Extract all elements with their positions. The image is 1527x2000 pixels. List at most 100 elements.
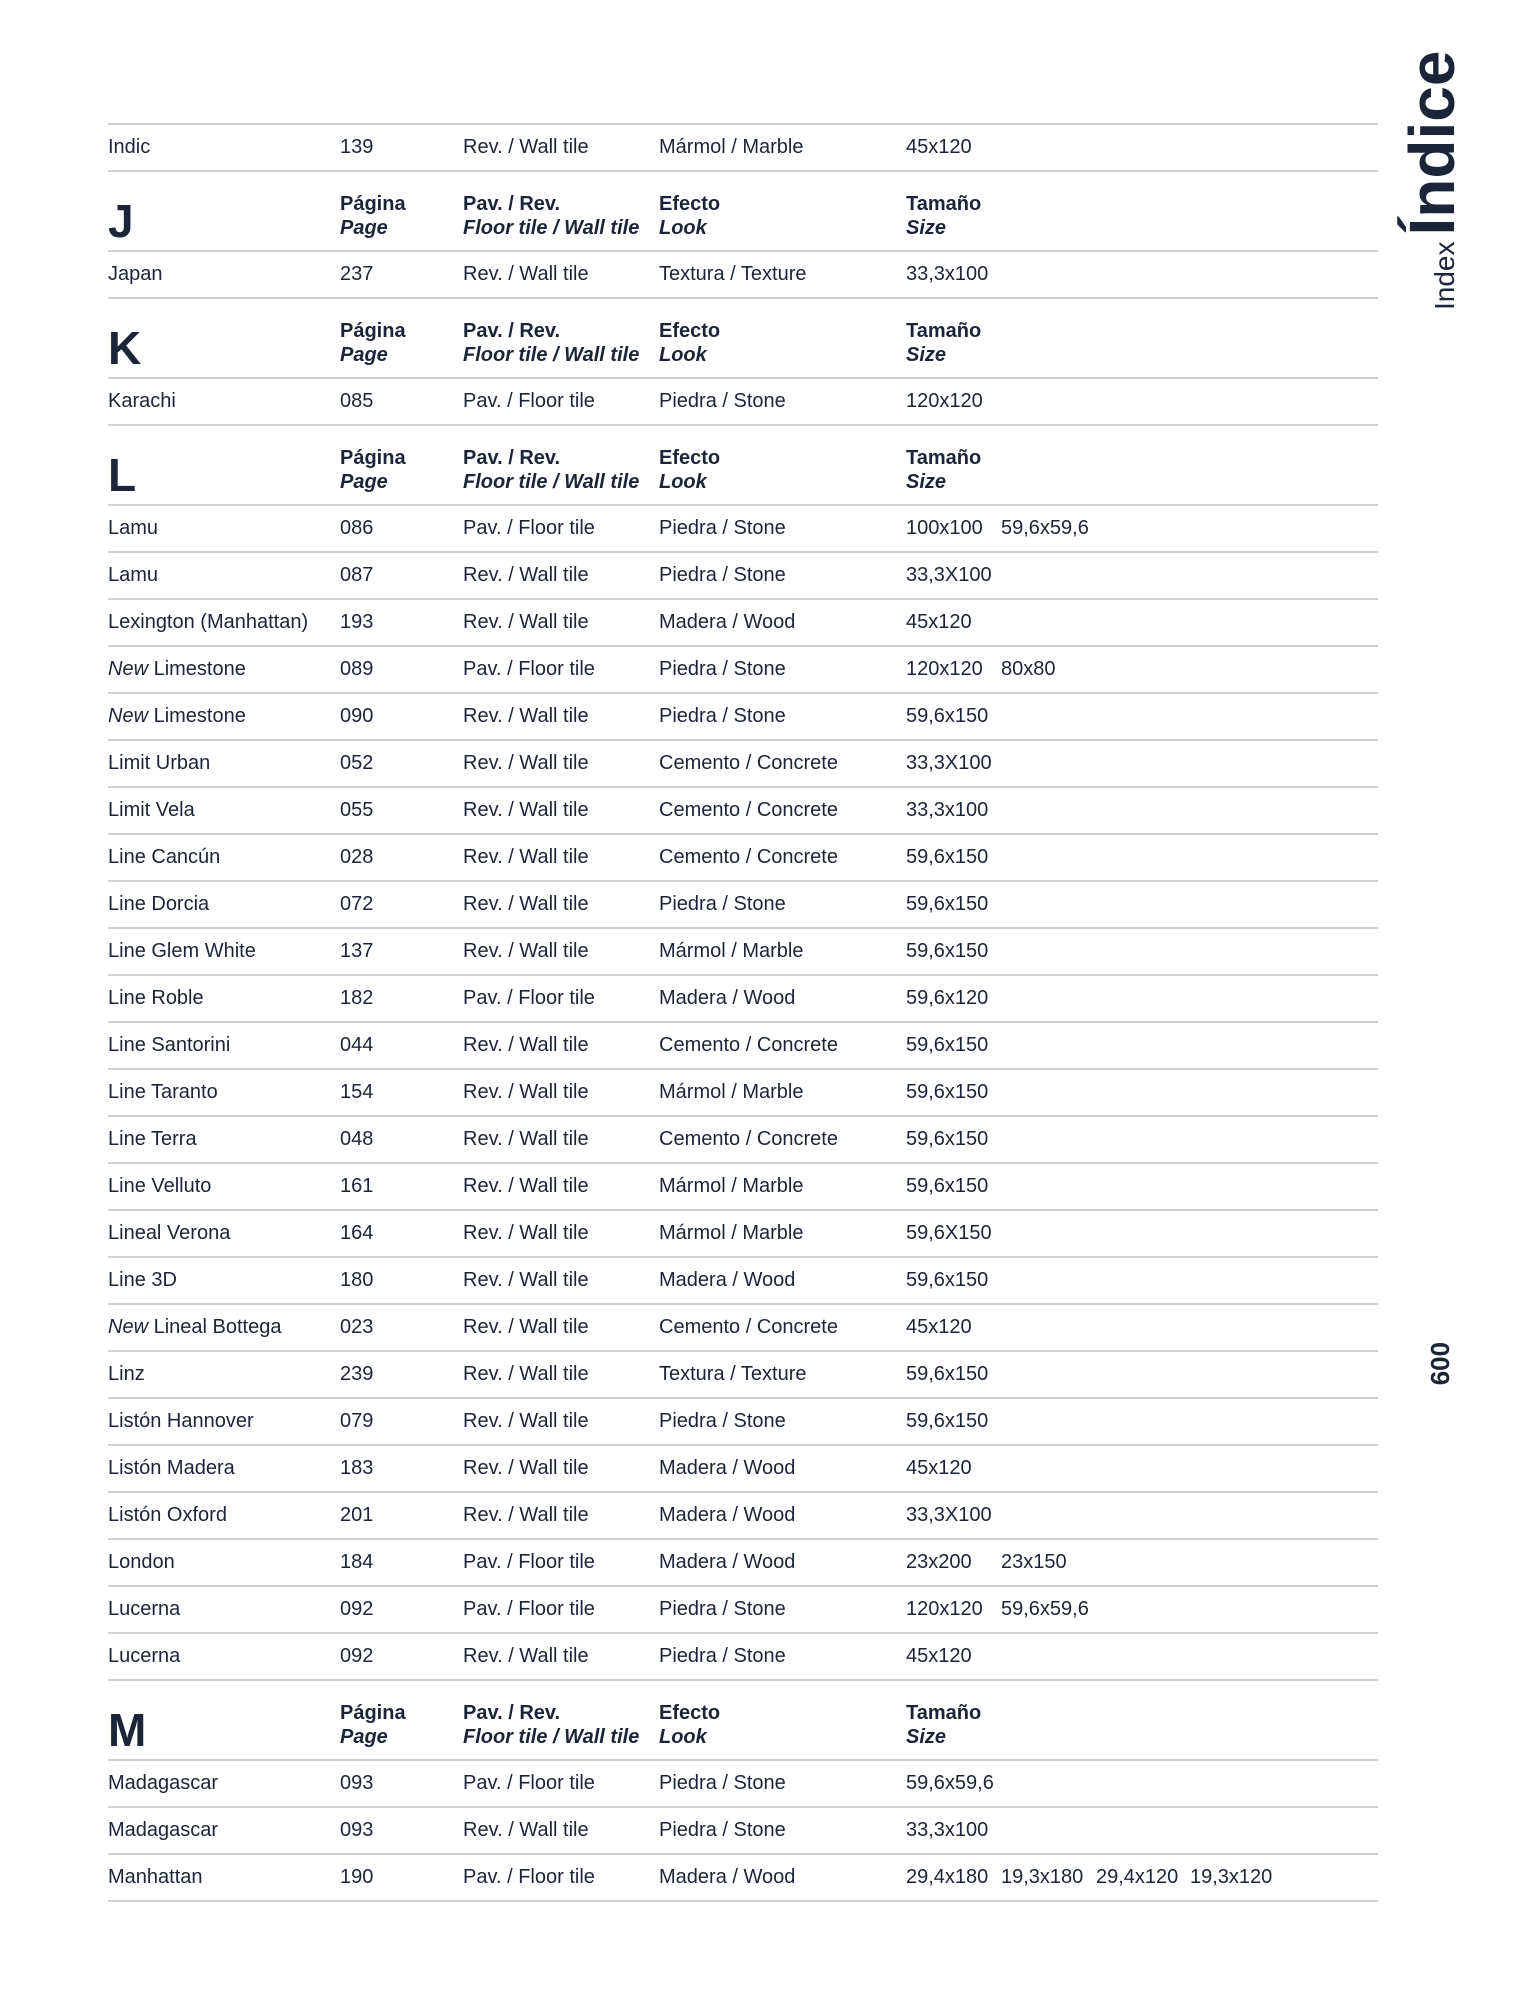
product-name: Listón Oxford [108, 1504, 227, 1526]
column-header-look-en: Look [659, 1726, 707, 1748]
column-header-page-en: Page [340, 344, 388, 366]
page-cell: 079 [340, 1410, 374, 1432]
tile-type-cell: Rev. / Wall tile [463, 1819, 589, 1841]
look-cell: Piedra / Stone [659, 658, 786, 680]
product-name: Lexington (Manhattan) [108, 611, 309, 633]
column-header-page-en: Page [340, 471, 388, 493]
product-name: Listón Madera [108, 1457, 235, 1479]
table-row: London 184 Pav. / Floor tile Madera / Wood 2… [108, 1540, 1378, 1587]
product-name: New Lineal Bottega [108, 1316, 282, 1338]
size-cell: 59,6x150 [906, 705, 989, 727]
look-cell: Mármol / Marble [659, 1175, 804, 1197]
product-name: Line Velluto [108, 1175, 212, 1197]
page-cell: 092 [340, 1598, 374, 1620]
column-header-size: Tamaño Size [906, 320, 982, 366]
look-cell: Cemento / Concrete [659, 846, 838, 868]
page-cell: 184 [340, 1551, 374, 1573]
table-row: Indic 139 Rev. / Wall tile Mármol / Marble 4… [108, 125, 1378, 172]
look-cell: Piedra / Stone [659, 1819, 786, 1841]
size-cell: 59,6x150 [906, 893, 989, 915]
table-row: Line Santorini 044 Rev. / Wall tile Cemento… [108, 1023, 1378, 1070]
size-cell: 59,6x150 [906, 1363, 989, 1385]
product-name: Line Glem White [108, 940, 256, 962]
product-name: Line 3D [108, 1269, 177, 1291]
column-header-look: Efecto Look [659, 193, 721, 239]
page-cell: 239 [340, 1363, 374, 1385]
size-cell: 59,6x150 [906, 1128, 989, 1150]
page-cell: 055 [340, 799, 374, 821]
product-name: London [108, 1551, 175, 1573]
tile-type-cell: Pav. / Floor tile [463, 390, 595, 412]
table-row: New Limestone 089 Pav. / Floor tile Piedra … [108, 647, 1378, 694]
size-cell: 59,6x150 [906, 846, 989, 868]
page-cell: 164 [340, 1222, 374, 1244]
new-label: New [108, 658, 149, 680]
page-cell: 137 [340, 940, 374, 962]
tile-type-cell: Rev. / Wall tile [463, 611, 589, 633]
section-header: J Página Page Pav. / Rev. Floor tile / Wall … [108, 172, 1378, 252]
tile-type-cell: Rev. / Wall tile [463, 1222, 589, 1244]
look-cell: Mármol / Marble [659, 1222, 804, 1244]
page-cell: 193 [340, 611, 374, 633]
size-cell: 33,3X100 [906, 752, 992, 774]
table-row: Linz 239 Rev. / Wall tile Textura / Texture… [108, 1352, 1378, 1399]
table-row: Lucerna 092 Rev. / Wall tile Piedra / Stone… [108, 1634, 1378, 1681]
section-letter: M [108, 1704, 147, 1756]
product-name: Line Santorini [108, 1034, 231, 1056]
table-row: Karachi 085 Pav. / Floor tile Piedra / Ston… [108, 379, 1378, 426]
table-row: Japan 237 Rev. / Wall tile Textura / Textur… [108, 252, 1378, 299]
page-cell: 086 [340, 517, 374, 539]
page-cell: 089 [340, 658, 374, 680]
tile-type-cell: Rev. / Wall tile [463, 1363, 589, 1385]
page-cell: 087 [340, 564, 374, 586]
page-cell: 072 [340, 893, 374, 915]
column-header-size-en: Size [906, 471, 947, 493]
section-header: K Página Page Pav. / Rev. Floor tile / Wall … [108, 299, 1378, 379]
look-cell: Piedra / Stone [659, 564, 786, 586]
size-cell: 29,4x180 [906, 1866, 989, 1888]
size-cell: 33,3x100 [906, 263, 989, 285]
look-cell: Textura / Texture [659, 1363, 807, 1385]
look-cell: Piedra / Stone [659, 1410, 786, 1432]
size-cell: 33,3X100 [906, 564, 992, 586]
size-cell: 59,6x59,6 [906, 1772, 994, 1794]
table-row: Line Cancún 028 Rev. / Wall tile Cemento / … [108, 835, 1378, 882]
size-cell: 19,3x120 [1190, 1866, 1273, 1888]
product-name: Linz [108, 1363, 145, 1385]
tile-type-cell: Pav. / Floor tile [463, 1598, 595, 1620]
product-name: Lucerna [108, 1598, 181, 1620]
table-row: Listón Oxford 201 Rev. / Wall tile Madera /… [108, 1493, 1378, 1540]
tile-type-cell: Rev. / Wall tile [463, 1034, 589, 1056]
tile-type-cell: Rev. / Wall tile [463, 1081, 589, 1103]
size-cell: 33,3x100 [906, 799, 989, 821]
size-cell: 59,6x150 [906, 940, 989, 962]
table-row: Madagascar 093 Pav. / Floor tile Piedra / S… [108, 1761, 1378, 1808]
size-cell: 45x120 [906, 611, 972, 633]
page-cell: 183 [340, 1457, 374, 1479]
table-row: Line Glem White 137 Rev. / Wall tile Mármol… [108, 929, 1378, 976]
size-cell: 59,6x59,6 [1001, 517, 1089, 539]
look-cell: Piedra / Stone [659, 1598, 786, 1620]
column-header-look-en: Look [659, 344, 707, 366]
look-cell: Madera / Wood [659, 611, 796, 633]
section-header: L Página Page Pav. / Rev. Floor tile / Wall … [108, 426, 1378, 506]
column-header-page-en: Page [340, 1726, 388, 1748]
tile-type-cell: Pav. / Floor tile [463, 1772, 595, 1794]
tile-type-cell: Pav. / Floor tile [463, 1866, 595, 1888]
page-cell: 023 [340, 1316, 374, 1338]
column-header-tile-type-en: Floor tile / Wall tile [463, 471, 640, 493]
size-cell: 120x120 [906, 1598, 983, 1620]
page-cell: 180 [340, 1269, 374, 1291]
column-header-look: Efecto Look [659, 320, 721, 366]
page-cell: 154 [340, 1081, 374, 1103]
size-cell: 45x120 [906, 1316, 972, 1338]
column-header-page: Página Page [340, 1702, 406, 1748]
new-label: New [108, 705, 149, 727]
table-row: Line Dorcia 072 Rev. / Wall tile Piedra / S… [108, 882, 1378, 929]
tile-type-cell: Rev. / Wall tile [463, 1457, 589, 1479]
page-cell: 093 [340, 1819, 374, 1841]
size-cell: 59,6x150 [906, 1081, 989, 1103]
column-header-page: Página Page [340, 193, 406, 239]
size-cell: 29,4x120 [1096, 1866, 1179, 1888]
column-header-size-en: Size [906, 1726, 947, 1748]
